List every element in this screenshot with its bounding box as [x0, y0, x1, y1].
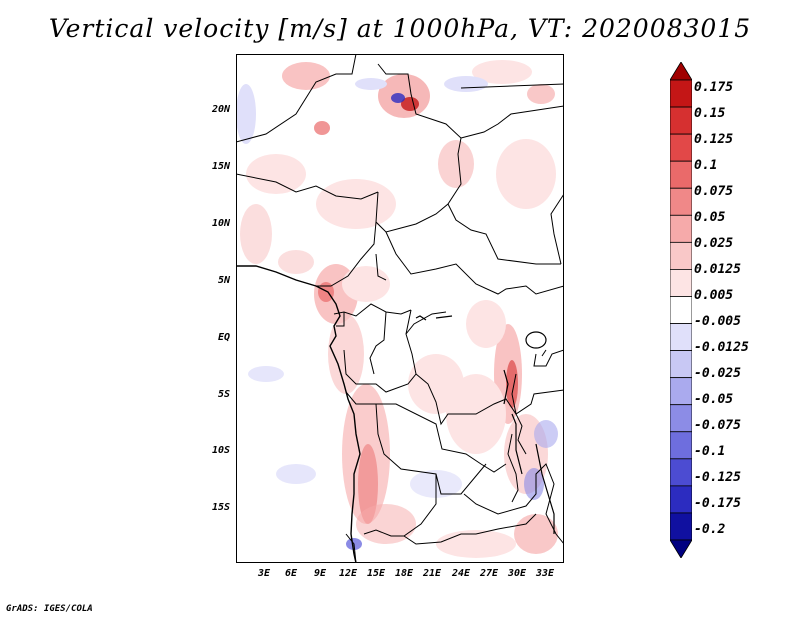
lon-tick-label: 30E: [507, 568, 527, 579]
lon-tick-label: 21E: [422, 568, 442, 579]
lat-tick-label: EQ: [217, 332, 230, 343]
colorbar-label: 0.075: [694, 184, 734, 199]
lon-tick-label: 24E: [451, 568, 471, 579]
colorbar-label: 0.005: [694, 288, 734, 303]
lat-tick-label: 10N: [211, 218, 230, 229]
colorbar-label: 0.125: [694, 132, 734, 147]
lat-tick-label: 5S: [217, 389, 230, 400]
colorbar-label: -0.075: [694, 418, 741, 433]
colorbar-label: -0.125: [694, 470, 741, 485]
lon-tick-label: 9E: [313, 568, 327, 579]
map-title: Vertical velocity [m/s] at 1000hPa, VT: …: [48, 14, 752, 43]
lat-tick-label: 15S: [211, 502, 230, 513]
colorbar-bin: [670, 241, 692, 270]
colorbar-label: 0.175: [694, 80, 734, 95]
lon-tick-label: 15E: [366, 568, 386, 579]
lon-tick-label: 6E: [284, 568, 298, 579]
lat-tick-label: 10S: [211, 445, 230, 456]
colorbar-label: 0.15: [694, 106, 726, 121]
colorbar-bin: [670, 106, 692, 135]
colorbar-bin: [670, 512, 692, 541]
colorbar-label: 0.025: [694, 236, 734, 251]
lon-tick-label: 18E: [394, 568, 414, 579]
colorbar-bin: [670, 323, 692, 351]
colorbar-bin: [670, 458, 692, 487]
colorbar-bin: [670, 431, 692, 460]
colorbar-bin: [670, 79, 692, 108]
lon-tick-label: 33E: [535, 568, 555, 579]
lat-tick-label: 5N: [217, 275, 230, 286]
colorbar-label: 0.0125: [694, 262, 741, 277]
lon-tick-label: 27E: [479, 568, 499, 579]
colorbar: [670, 62, 692, 558]
colorbar-label: -0.05: [694, 392, 734, 407]
colorbar-bin: [670, 160, 692, 189]
coastline: [236, 265, 361, 563]
colorbar-label: -0.025: [694, 366, 741, 381]
colorbar-label: -0.005: [694, 314, 741, 329]
colorbar-bin: [670, 133, 692, 162]
map-panel: [236, 54, 564, 563]
colorbar-bin: [670, 539, 692, 558]
colorbar-label: -0.0125: [694, 340, 749, 355]
colorbar-bin: [670, 404, 692, 433]
colorbar-bin: [670, 377, 692, 406]
colorbar-bin: [670, 214, 692, 243]
colorbar-label: 0.1: [694, 158, 718, 173]
lakes: [415, 315, 555, 534]
grads-credit: GrADS: IGES/COLA: [6, 604, 93, 614]
colorbar-bin: [670, 187, 692, 216]
colorbar-bin: [670, 62, 692, 81]
lat-tick-label: 15N: [211, 161, 230, 172]
colorbar-bin: [670, 350, 692, 379]
colorbar-label: -0.175: [694, 496, 741, 511]
colorbar-bin: [670, 296, 692, 324]
lon-tick-label: 3E: [257, 568, 271, 579]
country-boundaries: [236, 54, 564, 563]
map-border: [236, 54, 564, 563]
colorbar-bin: [670, 269, 692, 297]
colorbar-label: -0.1: [694, 444, 726, 459]
colorbar-label: 0.05: [694, 210, 726, 225]
colorbar-label: -0.2: [694, 522, 726, 537]
lon-tick-label: 12E: [338, 568, 358, 579]
colorbar-bin: [670, 485, 692, 514]
lat-tick-label: 20N: [211, 104, 230, 115]
